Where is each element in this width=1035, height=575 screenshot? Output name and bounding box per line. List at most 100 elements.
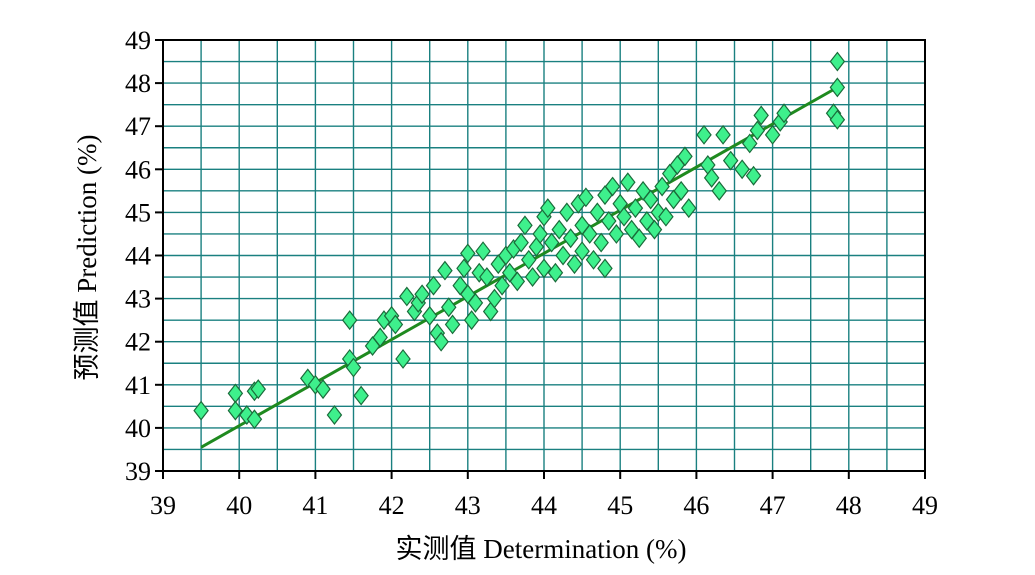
data-point	[829, 109, 846, 130]
data-point	[193, 400, 209, 421]
data-point	[479, 267, 495, 288]
data-point	[227, 400, 244, 421]
data-point	[562, 228, 579, 249]
data-point	[745, 165, 762, 186]
data-point	[696, 124, 712, 145]
data-point	[227, 383, 244, 404]
data-point	[345, 357, 362, 378]
data-point	[433, 331, 449, 352]
y-tick-label: 46	[125, 155, 151, 184]
data-point	[589, 202, 606, 223]
y-tick-label: 42	[125, 328, 151, 357]
x-tick-label: 49	[912, 491, 938, 520]
y-tick-label: 49	[125, 26, 151, 55]
data-point	[543, 232, 560, 253]
x-tick-label: 41	[302, 491, 328, 520]
x-tick-label: 42	[379, 491, 405, 520]
data-point	[540, 198, 556, 219]
y-tick-label: 40	[125, 414, 151, 443]
data-point	[501, 262, 518, 283]
data-point	[677, 146, 693, 167]
y-tick-label: 47	[125, 112, 151, 141]
data-point	[722, 150, 739, 171]
y-axis-title: 预测值 Prediction (%)	[72, 135, 102, 381]
data-point	[395, 348, 411, 369]
data-point	[387, 314, 404, 335]
data-point	[715, 124, 731, 145]
data-point	[551, 219, 568, 240]
data-point	[764, 124, 781, 145]
data-point	[593, 232, 609, 253]
data-point	[341, 310, 358, 331]
y-tick-label: 44	[125, 242, 151, 271]
data-point	[315, 379, 331, 400]
y-tick-label: 43	[125, 285, 151, 314]
y-tick-label: 39	[125, 457, 151, 486]
data-point	[654, 176, 670, 197]
data-point	[437, 260, 453, 281]
data-point	[734, 159, 750, 180]
data-point	[372, 327, 388, 348]
x-tick-label: 44	[531, 491, 557, 520]
data-point	[711, 180, 728, 201]
data-point	[578, 187, 594, 208]
x-tick-label: 48	[836, 491, 862, 520]
data-point	[250, 379, 267, 400]
data-point	[547, 262, 564, 283]
data-point	[475, 241, 491, 262]
data-point	[536, 258, 552, 279]
data-point	[555, 245, 571, 266]
x-tick-label: 47	[760, 491, 786, 520]
data-point	[425, 275, 442, 296]
x-tick-label: 46	[683, 491, 709, 520]
data-point	[829, 77, 846, 98]
data-point	[741, 133, 758, 154]
data-point	[681, 198, 697, 219]
data-point	[414, 284, 430, 305]
data-point	[749, 120, 766, 141]
data-point	[246, 409, 263, 430]
data-point	[460, 243, 476, 264]
y-tick-label: 45	[125, 198, 151, 227]
data-point	[463, 310, 480, 331]
data-point	[642, 189, 659, 210]
x-tick-label: 39	[150, 491, 176, 520]
data-point	[574, 241, 590, 262]
data-point	[494, 275, 510, 296]
data-point	[559, 202, 575, 223]
data-point	[604, 176, 621, 197]
data-point	[456, 258, 472, 279]
x-axis-ticks: 39 40 41 42 43 44 45 46 47 48 49	[150, 471, 938, 520]
data-point	[753, 105, 769, 126]
data-point	[631, 228, 648, 249]
x-tick-label: 45	[607, 491, 633, 520]
data-point	[585, 249, 602, 270]
data-point	[608, 223, 625, 244]
data-point	[566, 254, 583, 275]
data-points	[193, 51, 846, 430]
data-point	[444, 314, 461, 335]
data-point	[658, 206, 674, 227]
data-point	[581, 223, 598, 244]
data-point	[646, 219, 663, 240]
y-tick-label: 41	[125, 371, 151, 400]
data-point	[703, 167, 720, 188]
data-point	[513, 232, 529, 253]
x-axis-title: 实测值 Determination (%)	[396, 534, 687, 564]
data-point	[627, 198, 644, 219]
x-tick-label: 43	[455, 491, 481, 520]
x-tick-label: 40	[226, 491, 252, 520]
data-point	[673, 180, 689, 201]
data-point	[829, 51, 846, 72]
grid-lines	[162, 39, 926, 472]
data-point	[326, 404, 343, 425]
data-point	[486, 288, 503, 309]
data-point	[353, 385, 369, 406]
data-point	[509, 271, 526, 292]
data-point	[440, 297, 457, 318]
data-point	[532, 223, 548, 244]
data-point	[620, 172, 636, 193]
data-point	[601, 211, 617, 231]
data-point	[616, 206, 632, 227]
